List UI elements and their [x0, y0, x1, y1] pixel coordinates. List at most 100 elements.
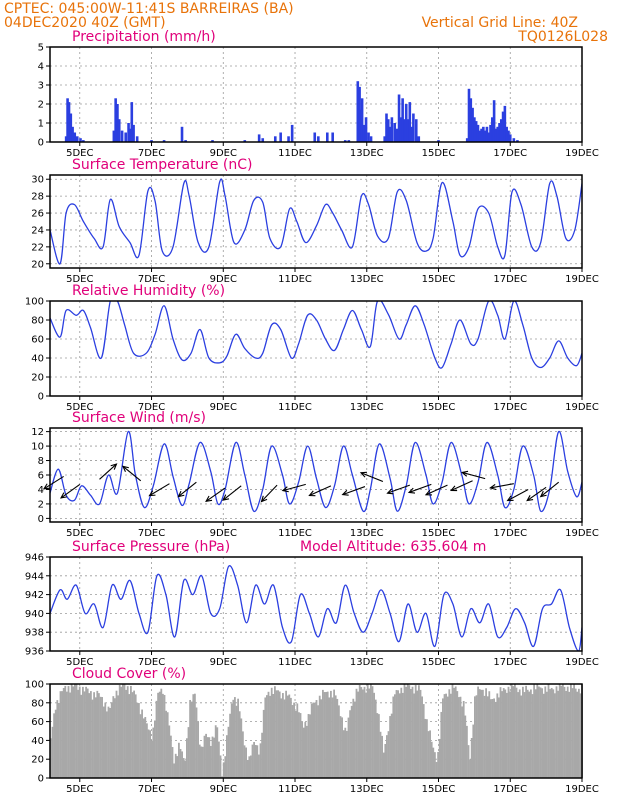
cloud-column — [123, 684, 126, 778]
rh-xtick-label: 13DEC — [350, 402, 384, 413]
cloud-column — [422, 704, 425, 778]
cloud-column — [296, 703, 299, 778]
temp-xtick-label: 11DEC — [278, 274, 312, 285]
cloud-column — [134, 694, 137, 778]
wind-arrow — [99, 463, 118, 480]
cloud-column — [181, 751, 183, 778]
cloud-column — [272, 693, 275, 778]
wind-panel: Surface Wind (m/s) 0 2 4 6 8 10 12 5DEC 7DEC 9DEC 1… — [31, 410, 599, 539]
cloud-column — [325, 692, 327, 778]
cloud-column — [126, 686, 129, 778]
cloud-column — [363, 686, 366, 778]
pressure-panel: Surface Pressure (hPa) 936 938 940 942 944 946… — [25, 539, 599, 668]
cloud-column — [547, 684, 550, 778]
precip-bar — [313, 132, 317, 142]
cloud-column — [227, 726, 230, 778]
cloud-column — [563, 686, 566, 778]
wind-arrow — [460, 470, 486, 480]
cloud-column — [205, 733, 207, 778]
cloud-column — [291, 705, 294, 778]
cloud-column — [320, 699, 323, 778]
cloud-column — [259, 743, 262, 778]
precip-xtick-label: 7DEC — [138, 148, 165, 159]
cloud-column — [506, 692, 508, 778]
precip-bar — [487, 132, 491, 142]
cloud-column — [94, 697, 97, 778]
temp-ytick-label: 28 — [31, 192, 44, 203]
cloud-column — [270, 687, 273, 778]
precip-bar — [128, 128, 132, 142]
cloud-column — [294, 710, 297, 778]
cloud-column — [352, 698, 355, 778]
cloud-column — [280, 698, 283, 778]
cloud-column — [136, 702, 139, 778]
precip-bar — [496, 126, 499, 142]
wind-arrow-shaft — [360, 472, 384, 483]
cloud-column — [430, 741, 433, 778]
cloud-column — [373, 692, 375, 778]
cloud-column — [389, 716, 391, 778]
cloud-column — [406, 684, 409, 778]
wind-arrow-shaft — [149, 483, 170, 497]
cloud-column — [458, 697, 460, 778]
cloud-column — [579, 693, 582, 778]
cloud-column — [226, 735, 228, 778]
cloud-column — [62, 688, 65, 778]
cloud-column — [96, 690, 99, 778]
cloud-column — [464, 715, 467, 778]
precip-bar — [369, 136, 373, 142]
precip-bar — [482, 126, 485, 142]
cloud-column — [83, 691, 86, 778]
cloud-column — [538, 686, 540, 778]
cloud-column — [520, 695, 523, 778]
cloud-column — [350, 705, 353, 778]
cloud-column — [282, 693, 284, 778]
precip-bar — [516, 140, 519, 142]
cloud-column — [210, 745, 212, 778]
cloud-column — [379, 731, 382, 778]
cloud-column — [403, 684, 406, 778]
cloud-column — [125, 689, 127, 778]
cloud-column — [360, 687, 363, 778]
cloud-column — [216, 727, 219, 778]
cloud-column — [240, 718, 243, 778]
cloud-column — [288, 694, 291, 778]
wind-arrow-shaft — [205, 487, 226, 502]
wind-arrow — [260, 484, 278, 503]
wind-arrow-shaft — [450, 480, 473, 491]
header-station: CPTEC: 045:00W-11:41S BARREIRAS (BA) — [4, 1, 294, 17]
pressure-xtick-label: 13DEC — [350, 657, 384, 668]
precip-ytick-label: 3 — [38, 81, 44, 92]
cloud-column — [213, 737, 215, 778]
wind-arrow-head — [526, 495, 534, 502]
cloud-column — [109, 707, 111, 778]
wind-arrow-shaft — [387, 484, 410, 494]
wind-arrow — [424, 484, 448, 496]
cloud-column — [341, 717, 343, 778]
cloud-column — [523, 692, 526, 778]
precip-bar — [471, 107, 474, 142]
precip-xtick-label: 9DEC — [210, 148, 237, 159]
cloud-column — [106, 711, 108, 778]
cloud-column — [206, 737, 209, 778]
cloud-column — [74, 684, 76, 778]
cloud-column — [454, 686, 457, 778]
cloud-column — [192, 694, 195, 778]
cloud-column — [304, 722, 307, 778]
cloud-column — [451, 684, 454, 778]
cloud-column — [246, 759, 249, 778]
cloud-column — [427, 731, 430, 778]
precip-bar — [71, 126, 74, 142]
wind-arrow-shaft — [99, 463, 117, 480]
cloud-column — [114, 698, 116, 778]
cloud-column — [502, 688, 505, 778]
cloud-column — [117, 695, 119, 778]
cloud-column — [50, 738, 52, 778]
pressure-title: Surface Pressure (hPa) — [72, 539, 230, 555]
wind-arrow-shaft — [282, 483, 306, 492]
wind-arrow — [121, 465, 142, 482]
cloud-column — [152, 727, 155, 778]
cloud-column — [194, 693, 196, 778]
rh-ytick-label: 40 — [31, 354, 44, 365]
cloud-column — [397, 690, 399, 778]
